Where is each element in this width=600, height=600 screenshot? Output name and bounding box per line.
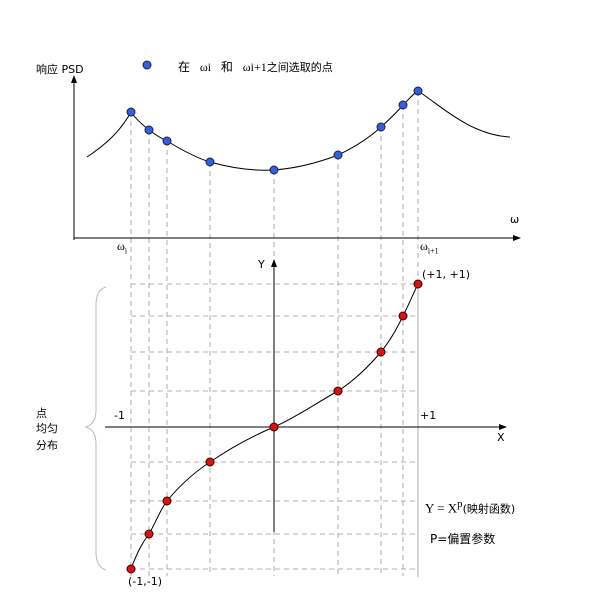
red-point bbox=[413, 279, 423, 289]
blue-point bbox=[413, 86, 423, 96]
legend: 在 ωi 和 ωi+1之间选取的点 bbox=[178, 58, 333, 75]
red-point bbox=[162, 496, 172, 506]
blue-point bbox=[126, 107, 136, 117]
bottom-x-axis-label: X bbox=[497, 431, 505, 444]
blue-point bbox=[269, 165, 279, 175]
formula: Y = Xp(映射函数) bbox=[425, 498, 516, 516]
brace bbox=[84, 286, 107, 571]
points bbox=[126, 60, 423, 574]
legend-wi: ωi bbox=[199, 60, 212, 74]
red-point bbox=[269, 422, 279, 432]
red-point bbox=[205, 457, 215, 467]
legend-and: 和 bbox=[220, 60, 233, 74]
blue-point bbox=[144, 125, 154, 135]
blue-point bbox=[162, 136, 172, 146]
tick-minus-one: -1 bbox=[114, 409, 125, 422]
red-point bbox=[376, 347, 386, 357]
legend-marker bbox=[142, 60, 152, 70]
red-point bbox=[144, 529, 154, 539]
brace-label-1: 点 bbox=[36, 407, 47, 420]
top-y-axis-label: 响应 PSD bbox=[36, 63, 84, 76]
brace-label-3: 分布 bbox=[36, 439, 58, 452]
bottom-y-axis-label: Y bbox=[258, 258, 265, 271]
legend-wi1: ωi+1 bbox=[242, 60, 267, 74]
tick-omega-i1: ωi+1 bbox=[420, 239, 439, 256]
corner-bottom-label: (-1,-1) bbox=[128, 575, 163, 588]
legend-suffix: 之间选取的点 bbox=[266, 61, 333, 74]
tick-plus-one: +1 bbox=[420, 409, 437, 422]
red-point bbox=[126, 564, 136, 574]
red-point bbox=[333, 386, 343, 396]
brace-label-2: 均匀 bbox=[36, 422, 58, 435]
blue-point bbox=[376, 122, 386, 132]
param-label: P=偏置参数 bbox=[430, 532, 496, 546]
blue-point bbox=[205, 157, 215, 167]
blue-point bbox=[333, 150, 343, 160]
blue-point bbox=[398, 100, 408, 110]
top-x-axis-label: ω bbox=[510, 213, 520, 226]
tick-omega-i: ωi bbox=[117, 239, 128, 256]
corner-top-label: (+1, +1) bbox=[422, 268, 471, 281]
legend-prefix: 在 bbox=[178, 60, 191, 74]
red-point bbox=[398, 311, 408, 321]
